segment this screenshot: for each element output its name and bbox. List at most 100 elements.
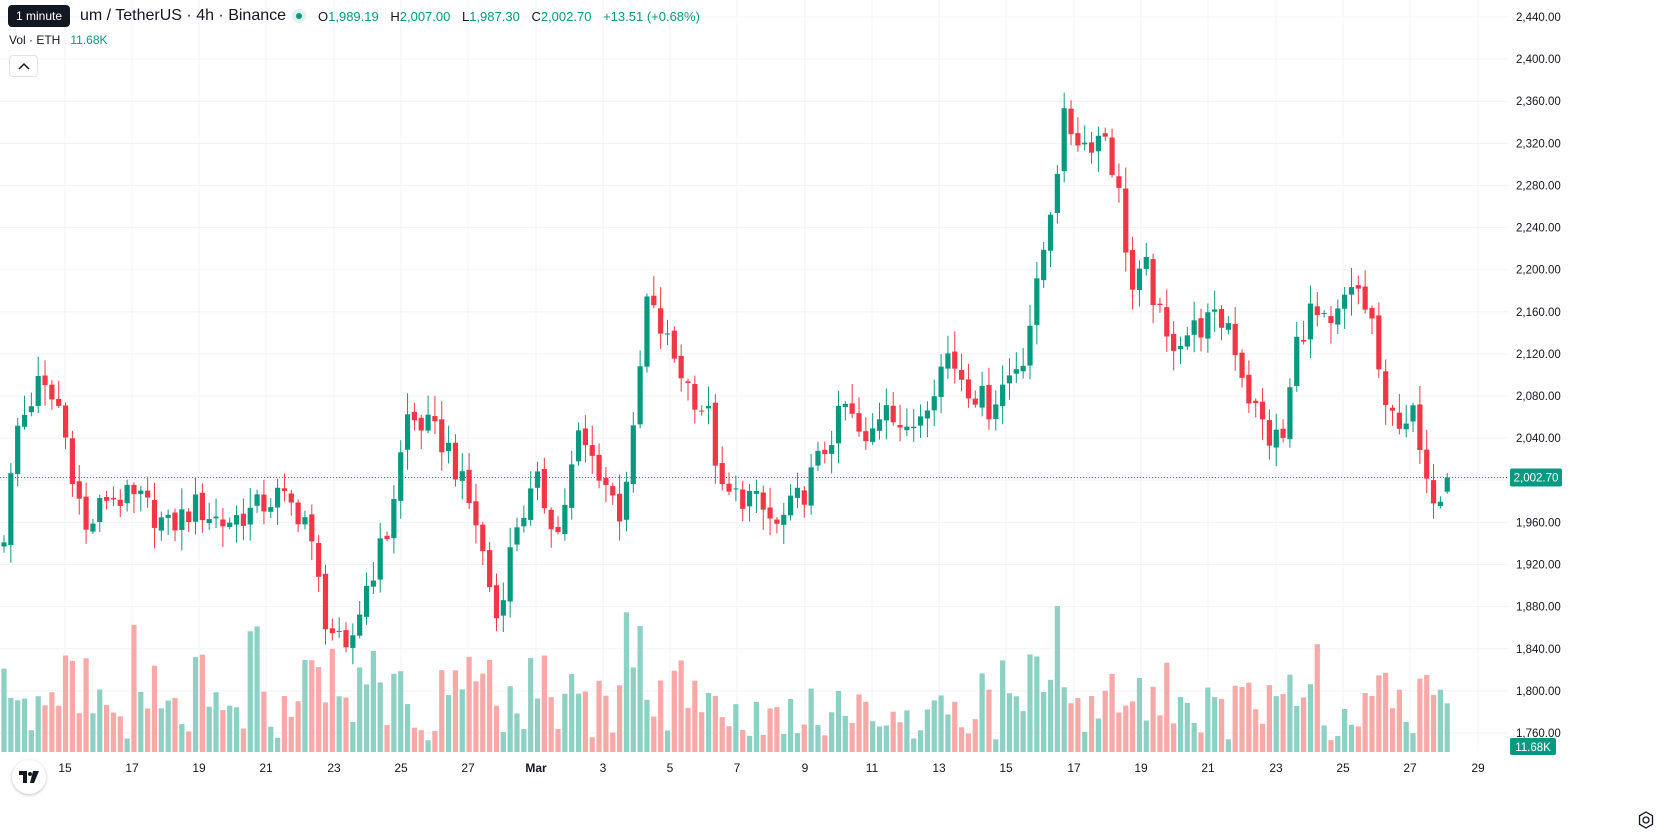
candle-body	[835, 405, 842, 444]
candle-body	[719, 463, 725, 485]
candle-body	[56, 398, 62, 406]
volume-bar	[589, 737, 595, 752]
volume-bar	[480, 673, 486, 752]
x-tick-label: 17	[1067, 761, 1081, 775]
candle-body	[172, 512, 178, 531]
volume-bar	[1075, 698, 1081, 752]
candle-body	[1041, 249, 1047, 281]
volume-bar	[569, 674, 575, 752]
candle-body	[1102, 133, 1108, 137]
candle-body	[972, 398, 978, 405]
volume-bar	[870, 721, 876, 752]
candle-body	[1205, 312, 1211, 339]
volume-bar	[233, 707, 240, 752]
volume-bar	[788, 698, 794, 752]
volume-bar	[883, 725, 889, 752]
candle-body	[110, 497, 117, 500]
volume-bar	[493, 705, 500, 752]
close-value: 2,002.70	[540, 9, 592, 24]
open-value: 1,989.19	[328, 9, 379, 24]
time-axis[interactable]	[0, 752, 1508, 835]
candle-body	[206, 519, 212, 524]
candle-body	[151, 500, 158, 528]
volume-bar	[664, 730, 671, 752]
volume-bar	[384, 724, 390, 752]
candle-body	[131, 484, 137, 495]
candle-body	[343, 630, 349, 648]
candle-body	[965, 379, 972, 399]
candle-body	[49, 384, 55, 400]
volume-bar	[719, 717, 725, 752]
candle-body	[1020, 365, 1026, 372]
candle-body	[1027, 325, 1033, 366]
candle-body	[97, 498, 103, 522]
volume-bar	[945, 714, 951, 752]
candle-body	[1143, 257, 1149, 269]
volume-bar	[1095, 718, 1101, 752]
volume-bar	[548, 697, 554, 752]
candle-body	[849, 403, 855, 414]
volume-bar	[8, 697, 14, 752]
price-axis[interactable]	[1508, 0, 1678, 835]
volume-bar	[227, 705, 233, 752]
candle-body	[890, 405, 896, 423]
candle-body	[1376, 315, 1382, 370]
volume-bar	[514, 713, 520, 752]
volume-bar	[1157, 715, 1163, 752]
volume-bar	[630, 667, 636, 752]
candle-body	[398, 452, 404, 501]
x-tick-label: 23	[327, 761, 341, 775]
volume-bar	[815, 725, 821, 752]
candle-body	[1225, 323, 1231, 330]
candle-body	[138, 490, 144, 494]
candle-body	[1212, 309, 1218, 312]
volume-bar	[685, 707, 691, 752]
candle-body	[945, 353, 951, 369]
volume-bar	[151, 665, 158, 752]
candle-body	[240, 513, 246, 526]
candle-body	[705, 405, 712, 409]
volume-bar	[186, 731, 192, 752]
candle-body	[487, 550, 493, 588]
market-status-icon[interactable]	[292, 9, 306, 23]
candle-body	[384, 535, 390, 540]
volume-bar	[610, 732, 616, 752]
candle-body	[1314, 306, 1320, 316]
candle-body	[220, 519, 226, 527]
candle-body	[1239, 352, 1245, 378]
volume-bar	[97, 689, 103, 752]
settings-icon[interactable]	[1636, 810, 1656, 830]
volume-bar	[1061, 687, 1067, 752]
candle-body	[774, 519, 780, 524]
volume-bar	[1177, 697, 1184, 752]
volume-bar	[993, 739, 999, 752]
y-tick-label: 1,920.00	[1516, 560, 1561, 572]
volume-bar	[452, 670, 459, 752]
tradingview-logo-icon[interactable]	[12, 760, 46, 794]
volume-bar	[1410, 733, 1416, 752]
candle-body	[336, 630, 342, 632]
candle-body	[1355, 285, 1361, 289]
candle-body	[268, 507, 274, 512]
candle-body	[439, 419, 445, 453]
volume-bar	[760, 734, 766, 752]
volume-bar	[1253, 709, 1259, 752]
x-tick-label: 27	[461, 761, 475, 775]
symbol-title[interactable]: um / TetherUS · 4h · Binance	[80, 7, 287, 24]
volume-bar	[651, 716, 657, 752]
candle-body	[8, 473, 14, 545]
volume-bar	[917, 730, 924, 752]
volume-bar	[172, 698, 178, 752]
candle-body	[562, 504, 568, 535]
candle-body	[1410, 405, 1416, 422]
candle-body	[1116, 176, 1122, 188]
volume-bar	[1136, 678, 1143, 752]
candle-body	[788, 495, 794, 516]
tradingview-mark	[19, 771, 39, 783]
candle-body	[1259, 401, 1266, 420]
collapse-legend-button[interactable]	[9, 55, 38, 77]
low-key: L	[461, 9, 470, 24]
candle-body	[295, 502, 301, 525]
x-tick-label: 3	[600, 761, 607, 775]
